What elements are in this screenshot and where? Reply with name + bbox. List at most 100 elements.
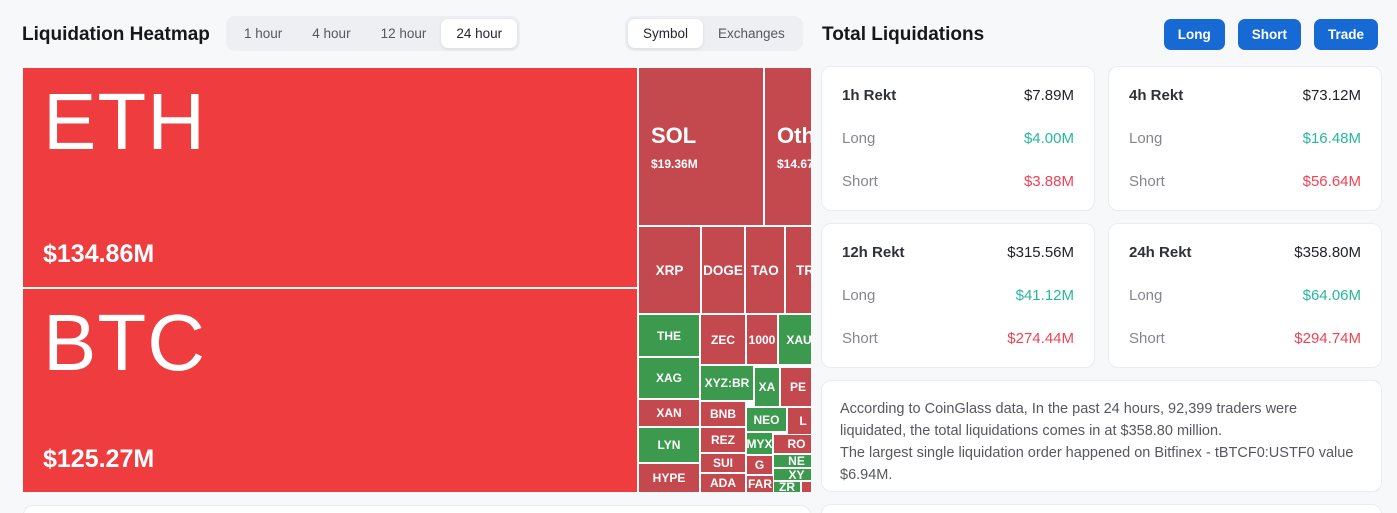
cell-symbol: BTC [43, 298, 206, 387]
short-value: $56.64M [1302, 173, 1361, 190]
long-label: Long [1129, 287, 1163, 304]
treemap-cell-hype[interactable]: HYPE [639, 464, 699, 492]
stat-total: $315.56M [1007, 244, 1074, 261]
treemap-cell-xrp[interactable]: XRP [639, 227, 700, 313]
short-label: Short [1129, 330, 1165, 347]
long-label: Long [842, 130, 876, 147]
cell-symbol: ETH [43, 77, 206, 166]
treemap-cell-the[interactable]: THE [639, 315, 699, 356]
treemap-cell-ro[interactable]: RO [774, 435, 811, 453]
cell-value: $134.86M [43, 240, 155, 268]
treemap-cell-others[interactable]: Others $14.67M [765, 68, 811, 225]
toggle-symbol[interactable]: Symbol [628, 19, 704, 48]
stat-title: 12h Rekt [842, 244, 905, 261]
treemap-cell-tao[interactable]: TAO [746, 227, 784, 313]
trade-button[interactable]: Trade [1313, 19, 1378, 50]
page-title: Liquidation Heatmap [22, 24, 210, 45]
tab-24-hour[interactable]: 24 hour [441, 19, 518, 48]
partial-card-right [821, 504, 1382, 513]
treemap-cell-rez[interactable]: REZ [701, 428, 745, 452]
cell-symbol: DOGE [703, 262, 743, 278]
cell-symbol: ZEC [711, 332, 735, 347]
treemap-cell-eth[interactable]: ETH $134.86M [23, 68, 637, 287]
stat-total: $73.12M [1302, 87, 1361, 104]
cell-symbol: PE [789, 380, 806, 394]
cell-symbol: ADA [710, 476, 736, 490]
action-buttons: Long Short Trade [1163, 19, 1378, 50]
treemap-cell-neo[interactable]: NEO [747, 408, 786, 431]
treemap-cell-lyn[interactable]: LYN [639, 428, 699, 462]
cell-value: $125.27M [43, 445, 155, 473]
treemap-cell-xau[interactable]: XAU [779, 315, 811, 364]
treemap-cell-xan[interactable]: XAN [639, 400, 699, 426]
treemap-cell-myx[interactable]: MYX [747, 433, 772, 454]
stat-title: 4h Rekt [1129, 87, 1184, 104]
treemap-cell-btc[interactable]: BTC $125.27M [23, 289, 637, 492]
treemap-cell-zec[interactable]: ZEC [701, 315, 745, 364]
treemap: ETH $134.86M BTC $125.27M SOL $19.36M Others $1… [23, 68, 811, 492]
treemap-cell-blank[interactable] [802, 482, 811, 492]
short-value: $274.44M [1007, 330, 1074, 347]
stat-title: 24h Rekt [1129, 244, 1192, 261]
treemap-cell-sui[interactable]: SUI [701, 454, 745, 472]
cell-symbol: LYN [657, 438, 681, 452]
treemap-cell-tru[interactable]: TRU [786, 227, 811, 313]
long-button[interactable]: Long [1163, 19, 1225, 50]
total-liquidations-title: Total Liquidations [822, 24, 985, 45]
cell-symbol: XY [788, 469, 805, 480]
summary-line-1: According to CoinGlass data, In the past… [840, 401, 1298, 439]
short-button[interactable]: Short [1237, 19, 1301, 50]
tab-12-hour[interactable]: 12 hour [380, 26, 427, 41]
cell-symbol: XAG [655, 371, 682, 385]
cell-symbol: XYZ:BR [704, 376, 750, 390]
treemap-cell-g[interactable]: G [747, 456, 772, 474]
cell-symbol: SOL [651, 122, 697, 148]
cell-symbol: HYPE [652, 471, 686, 485]
stat-card-12h: 12h Rekt $315.56M Long $41.12M Short $27… [821, 223, 1095, 368]
treemap-cell-xag[interactable]: XAG [639, 358, 699, 398]
cell-symbol: XAU [786, 332, 811, 347]
cell-symbol: ZR [779, 482, 795, 492]
treemap-cell-bnb[interactable]: BNB [701, 402, 745, 426]
short-value: $3.88M [1023, 173, 1074, 190]
treemap-cell-l[interactable]: L [788, 408, 811, 434]
treemap-cell-1000[interactable]: 1000 [747, 315, 777, 364]
cell-symbol: BNB [710, 407, 736, 421]
cell-symbol: RO [787, 437, 806, 451]
stat-total: $7.89M [1023, 87, 1074, 104]
cell-symbol: TAO [751, 262, 779, 278]
cell-symbol: XA [758, 380, 776, 394]
stat-title: 1h Rekt [842, 87, 897, 104]
treemap-cell-xa[interactable]: XA [755, 368, 779, 406]
cell-symbol: THE [657, 328, 681, 343]
treemap-cell-ne[interactable]: NE [774, 455, 811, 467]
tab-4-hour[interactable]: 4 hour [312, 26, 351, 41]
treemap-cell-far[interactable]: FAR [747, 476, 773, 492]
long-value: $41.12M [1015, 287, 1074, 304]
toggle-exchanges[interactable]: Exchanges [718, 26, 785, 41]
cell-symbol: FAR [748, 477, 772, 491]
short-label: Short [1129, 173, 1165, 190]
long-value: $64.06M [1302, 287, 1361, 304]
treemap-cell-xy[interactable]: XY [774, 469, 811, 480]
cell-symbol: MYX [747, 436, 772, 451]
summary-line-2: The largest single liquidation order hap… [840, 445, 1354, 483]
treemap-cell-xyz-br[interactable]: XYZ:BR [701, 366, 753, 400]
partial-card-left [23, 505, 811, 513]
treemap-cell-zr[interactable]: ZR [774, 482, 800, 492]
treemap-cell-sol[interactable]: SOL $19.36M [639, 68, 763, 225]
long-label: Long [842, 287, 876, 304]
stat-card-24h: 24h Rekt $358.80M Long $64.06M Short $29… [1108, 223, 1382, 368]
cell-symbol: XAN [656, 406, 682, 420]
tab-1-hour[interactable]: 1 hour [244, 26, 283, 41]
cell-symbol: REZ [711, 433, 735, 447]
short-value: $294.74M [1294, 330, 1361, 347]
long-label: Long [1129, 130, 1163, 147]
symbol-exchanges-toggle: Symbol Exchanges [625, 16, 803, 51]
stat-card-4h: 4h Rekt $73.12M Long $16.48M Short $56.6… [1108, 66, 1382, 211]
treemap-cell-ada[interactable]: ADA [701, 474, 745, 492]
treemap-cell-doge[interactable]: DOGE [702, 227, 744, 313]
treemap-cell-pe[interactable]: PE [781, 368, 811, 406]
cell-symbol: NEO [753, 412, 780, 427]
